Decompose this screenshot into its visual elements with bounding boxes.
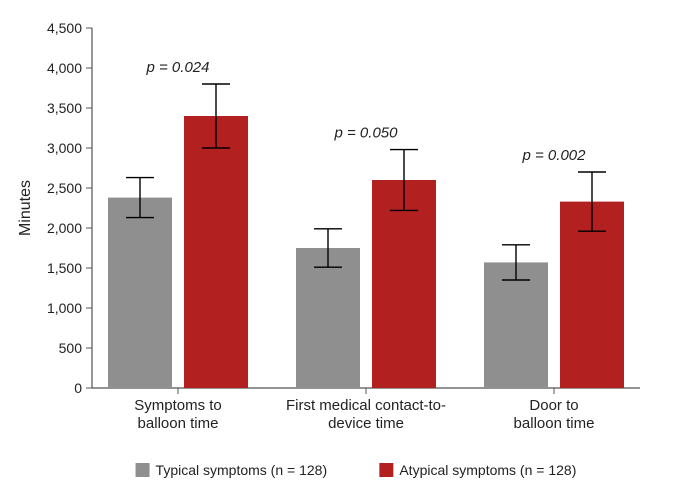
p-value-label: p = 0.024 [146, 59, 210, 76]
category-label-line2: balloon time [138, 415, 219, 432]
y-tick-label: 4,500 [47, 20, 82, 36]
y-tick-label: 1,500 [47, 260, 82, 276]
y-tick-label: 1,000 [47, 300, 82, 316]
legend-label: Atypical symptoms (n = 128) [399, 462, 576, 478]
chart-svg: 0 500 1,000 1,500 2,000 2,500 3,000 3,500 4,000 4… [0, 0, 686, 503]
category-label-line1: Symptoms to [134, 397, 222, 414]
category-label-line2: balloon time [514, 415, 595, 432]
p-value-label: p = 0.002 [522, 147, 587, 164]
y-tick-label: 2,500 [47, 180, 82, 196]
legend-label: Typical symptoms (n = 128) [156, 462, 328, 478]
y-tick-label: 0 [74, 380, 82, 396]
category-label-line2: device time [328, 415, 404, 432]
category-label-line1: Door to [529, 397, 578, 414]
y-tick-label: 3,500 [47, 100, 82, 116]
legend-swatch [136, 463, 150, 477]
p-value-label: p = 0.050 [334, 125, 399, 142]
bar-atypical [372, 180, 436, 388]
time-to-treatment-chart: 0 500 1,000 1,500 2,000 2,500 3,000 3,500 4,000 4… [0, 0, 686, 503]
legend-swatch [379, 463, 393, 477]
bar-atypical [184, 116, 248, 388]
y-tick-label: 4,000 [47, 60, 82, 76]
category-label-line1: First medical contact-to- [286, 397, 446, 414]
bar-typical [484, 262, 548, 388]
bar-typical [108, 198, 172, 388]
y-tick-label: 2,000 [47, 220, 82, 236]
y-tick-label: 3,000 [47, 140, 82, 156]
y-axis-label: Minutes [17, 180, 34, 236]
bar-typical [296, 248, 360, 388]
y-tick-label: 500 [59, 340, 83, 356]
